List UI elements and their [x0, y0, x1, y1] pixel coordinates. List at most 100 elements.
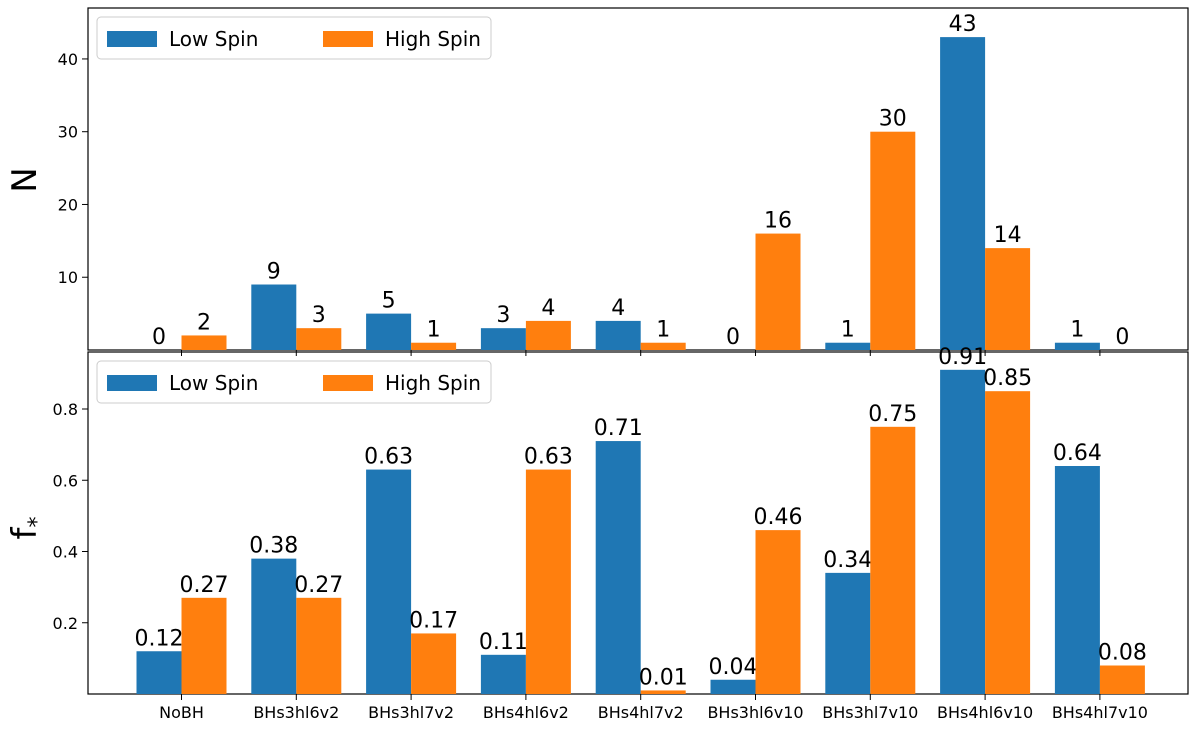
bar-value-label: 43: [949, 12, 977, 37]
bar-high-spin: [985, 391, 1031, 694]
bar-value-label: 0.38: [249, 534, 298, 559]
bar-high-spin: [525, 469, 571, 694]
legend-swatch: [107, 375, 157, 391]
bar-value-label: 0.75: [868, 402, 917, 427]
bar-low-spin: [480, 654, 526, 694]
bar-value-label: 1: [1070, 318, 1084, 343]
bar-low-spin: [595, 441, 641, 694]
bar-high-spin: [755, 530, 801, 694]
bar-low-spin: [366, 469, 412, 694]
bar-value-label: 0: [1115, 325, 1129, 350]
bar-high-spin: [181, 335, 227, 350]
bar-low-spin: [595, 320, 641, 350]
bar-high-spin: [870, 131, 916, 350]
bar-value-label: 5: [382, 289, 396, 314]
bar-value-label: 0.17: [409, 608, 458, 633]
y-tick-label: 30: [58, 123, 78, 142]
bar-value-label: 30: [879, 107, 907, 132]
bar-value-label: 0.08: [1098, 641, 1147, 666]
legend-swatch: [323, 31, 373, 47]
x-tick-label: BHs3hl7v2: [368, 703, 454, 722]
legend-label: Low Spin: [169, 371, 258, 395]
bar-value-label: 0.85: [983, 366, 1032, 391]
bar-high-spin: [640, 690, 686, 694]
bar-value-label: 0.27: [180, 573, 229, 598]
legend-label: Low Spin: [169, 27, 258, 51]
bar-high-spin: [525, 320, 571, 350]
bar-high-spin: [870, 426, 916, 694]
bar-value-label: 0: [726, 325, 740, 350]
bar-low-spin: [825, 572, 871, 694]
bar-value-label: 2: [197, 310, 211, 335]
bar-value-label: 16: [764, 209, 792, 234]
bar-high-spin: [296, 328, 342, 350]
bar-value-label: 4: [611, 296, 625, 321]
bar-low-spin: [1054, 466, 1100, 694]
bar-low-spin: [251, 284, 297, 350]
x-tick-label: BHs4hl6v10: [937, 703, 1033, 722]
y-tick-label: 0.8: [53, 400, 78, 419]
bar-value-label: 0.63: [364, 445, 413, 470]
bar-high-spin: [1099, 665, 1145, 694]
legend-label: High Spin: [385, 371, 481, 395]
bar-value-label: 3: [312, 303, 326, 328]
legend-frame: [96, 16, 492, 60]
bar-low-spin: [825, 342, 871, 350]
bar-value-label: 0.12: [135, 626, 184, 651]
bar-value-label: 4: [541, 296, 555, 321]
bar-high-spin: [755, 233, 801, 350]
x-tick-label: BHs4hl7v10: [1052, 703, 1148, 722]
bar-high-spin: [411, 633, 457, 694]
bar-value-label: 3: [496, 303, 510, 328]
y-tick-label: 20: [58, 195, 78, 214]
x-tick-label: BHs3hl6v2: [253, 703, 339, 722]
x-tick-label: BHs4hl6v2: [483, 703, 569, 722]
x-tick-label: NoBH: [159, 703, 204, 722]
bar-value-label: 0.04: [709, 655, 758, 680]
bar-low-spin: [710, 679, 756, 694]
bar-low-spin: [940, 37, 986, 350]
y-tick-label: 40: [58, 50, 78, 69]
bar-value-label: 0: [152, 325, 166, 350]
legend-swatch: [107, 31, 157, 47]
bar-value-label: 1: [656, 318, 670, 343]
x-tick-label: BHs4hl7v2: [598, 703, 684, 722]
y-axis-label: N: [5, 167, 45, 192]
bar-high-spin: [296, 597, 342, 694]
bar-value-label: 0.46: [754, 505, 803, 530]
bar-high-spin: [640, 342, 686, 350]
legend: Low Spin High Spin: [96, 16, 492, 60]
bar-low-spin: [366, 313, 412, 350]
bar-low-spin: [136, 651, 182, 694]
bar-value-label: 0.27: [294, 573, 343, 598]
bar-low-spin: [940, 369, 986, 694]
bar-value-label: 0.91: [938, 345, 987, 370]
bar-value-label: 0.34: [823, 548, 872, 573]
bar-low-spin: [1054, 342, 1100, 350]
x-tick-label: BHs3hl7v10: [822, 703, 918, 722]
bar-low-spin: [251, 558, 297, 694]
y-tick-label: 0.4: [53, 543, 78, 562]
legend-label: High Spin: [385, 27, 481, 51]
y-axis-label: f*: [5, 517, 50, 540]
bar-low-spin: [480, 328, 526, 350]
bar-high-spin: [181, 597, 227, 694]
y-tick-label: 10: [58, 268, 78, 287]
y-tick-label: 0.2: [53, 614, 78, 633]
legend-frame: [96, 360, 492, 404]
bar-value-label: 0.01: [639, 665, 688, 690]
bar-high-spin: [985, 248, 1031, 350]
bar-value-label: 0.71: [594, 416, 643, 441]
bar-value-label: 9: [267, 260, 281, 285]
bar-high-spin: [411, 342, 457, 350]
bar-value-label: 0.64: [1053, 441, 1102, 466]
legend-swatch: [323, 375, 373, 391]
x-tick-label: BHs3hl6v10: [707, 703, 803, 722]
bar-value-label: 1: [841, 318, 855, 343]
bar-value-label: 1: [427, 318, 441, 343]
bottom-panel: 0.2 0.4 0.6 0.8 f* 0.12 0.27 NoBH 0.38 0.27 BHs3hl…: [5, 345, 1189, 722]
legend: Low Spin High Spin: [96, 360, 492, 404]
y-tick-label: 0.6: [53, 471, 78, 490]
bar-value-label: 0.63: [524, 445, 573, 470]
